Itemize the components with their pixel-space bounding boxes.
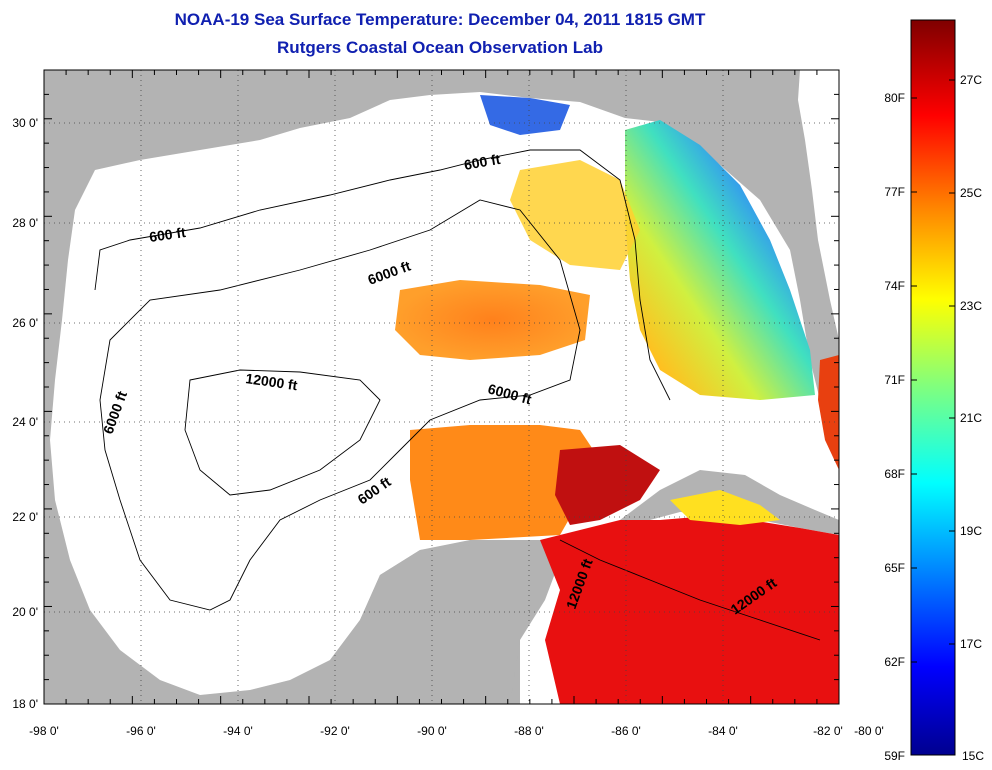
- map-area: 600 ft 600 ft 6000 ft 6000 ft 12000 ft 6…: [44, 70, 839, 704]
- frame-ticks: [43, 69, 840, 705]
- lon-axis: -98 0' -96 0' -94 0' -92 0' -90 0' -88 0…: [29, 724, 884, 738]
- lon-tick-label: -82 0': [813, 724, 843, 738]
- colorbar-c-label: 19C: [960, 524, 982, 538]
- contour-label: 600 ft: [148, 224, 187, 245]
- sst-florida-shelf: [625, 120, 815, 400]
- lat-tick-label: 18 0': [12, 697, 38, 711]
- sst-west-shelf: [510, 160, 640, 270]
- lon-tick-label: -96 0': [126, 724, 156, 738]
- yucatan-land: [300, 540, 560, 704]
- atlantic-water: [798, 70, 839, 340]
- lon-tick-label: -80 0': [854, 724, 884, 738]
- contour-label: 600 ft: [463, 151, 502, 173]
- lat-tick-label: 28 0': [12, 216, 38, 230]
- contour-600ft: [94, 149, 671, 401]
- lat-lon-grid: [44, 70, 839, 704]
- colorbar-c-label: 23C: [960, 299, 982, 313]
- contour-12000ft-carib: [559, 539, 821, 641]
- lat-tick-label: 26 0': [12, 316, 38, 330]
- sst-field: [395, 95, 839, 704]
- colorbar-f-label: 77F: [884, 185, 905, 199]
- sst-north-shelf-cold: [480, 95, 570, 135]
- sst-cayman-yellow: [670, 490, 780, 525]
- lat-tick-label: 30 0': [12, 116, 38, 130]
- lat-tick-label: 20 0': [12, 605, 38, 619]
- colorbar-f-label: 74F: [884, 279, 905, 293]
- sst-east-coast: [818, 355, 839, 470]
- bathymetry-contours: [94, 149, 821, 641]
- lat-axis: 30 0' 28 0' 26 0' 24 0' 22 0' 20 0' 18 0…: [12, 116, 38, 711]
- lat-tick-label: 24 0': [12, 415, 38, 429]
- colorbar: 80F 77F 74F 71F 68F 65F 62F 59F 27C 25C …: [884, 19, 984, 763]
- colorbar-f-label: 65F: [884, 561, 905, 575]
- lon-tick-label: -84 0': [708, 724, 738, 738]
- colorbar-c-label: 21C: [960, 411, 982, 425]
- lon-tick-label: -88 0': [514, 724, 544, 738]
- colorbar-f-label: 80F: [884, 91, 905, 105]
- map-subtitle: Rutgers Coastal Ocean Observation Lab: [277, 38, 603, 57]
- sst-central-gulf: [395, 280, 590, 360]
- lon-tick-label: -90 0': [417, 724, 447, 738]
- contour-12000ft: [184, 369, 381, 496]
- contour-6000ft: [99, 199, 581, 611]
- colorbar-c-label: 15C: [962, 749, 984, 763]
- colorbar-c-label: 17C: [960, 637, 982, 651]
- sst-caribbean: [540, 515, 839, 704]
- lon-tick-label: -98 0': [29, 724, 59, 738]
- colorbar-f-label: 71F: [884, 373, 905, 387]
- sst-loop-current: [555, 445, 660, 525]
- colorbar-c-label: 25C: [960, 186, 982, 200]
- lat-tick-label: 22 0': [12, 510, 38, 524]
- lon-tick-label: -92 0': [320, 724, 350, 738]
- colorbar-ticks: [911, 79, 955, 663]
- colorbar-f-label: 62F: [884, 655, 905, 669]
- lon-tick-label: -94 0': [223, 724, 253, 738]
- sst-south-gulf: [410, 425, 600, 540]
- colorbar-gradient: [910, 19, 956, 756]
- colorbar-f-label: 59F: [884, 749, 905, 763]
- colorbar-c-label: 27C: [960, 73, 982, 87]
- contour-label: 12000 ft: [245, 370, 299, 393]
- map-title: NOAA-19 Sea Surface Temperature: Decembe…: [174, 10, 706, 29]
- lon-tick-label: -86 0': [611, 724, 641, 738]
- colorbar-f-label: 68F: [884, 467, 905, 481]
